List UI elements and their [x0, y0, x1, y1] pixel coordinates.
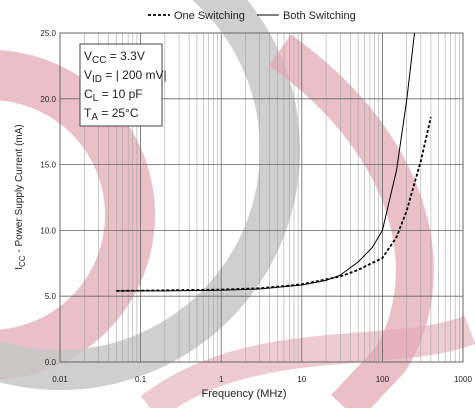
annotation-sub: A — [91, 112, 98, 123]
annotation-symbol: V — [84, 49, 92, 63]
y-axis-label: ICC - Power Supply Current (mA) — [14, 124, 27, 270]
annotation-text: = 25°C — [98, 106, 139, 120]
series-line — [116, 32, 415, 292]
legend-label: One Switching — [174, 10, 245, 22]
watermark-arc — [140, 315, 475, 408]
watermark-arc — [0, 0, 300, 390]
y-tick-label: 5.0 — [45, 292, 57, 301]
annotation-sub: ID — [92, 74, 102, 85]
watermark-arc — [0, 50, 155, 380]
annotation-symbol: T — [84, 106, 92, 120]
legend-label: Both Switching — [283, 10, 356, 22]
annotation-line: VID = | 200 mV| — [84, 68, 167, 85]
x-tick-label: 10 — [297, 375, 306, 384]
y-label-text: - Power Supply Current (mA) — [14, 124, 25, 255]
plot-frame — [59, 32, 464, 363]
x-tick-label: 1 — [219, 375, 224, 384]
x-axis-label: Frequency (MHz) — [202, 388, 287, 400]
annotation-sub: L — [93, 93, 99, 104]
x-tick-label: 1000 — [454, 375, 472, 384]
annotation-sub: CC — [92, 55, 106, 66]
annotation-text: = 10 pF — [98, 87, 142, 101]
y-tick-label: 0.0 — [45, 358, 57, 367]
y-tick-label: 25.0 — [40, 29, 56, 38]
annotation-symbol: V — [84, 68, 92, 82]
annotation-line: TA = 25°C — [84, 106, 139, 123]
x-tick-label: 0.01 — [52, 375, 68, 384]
y-tick-label: 15.0 — [40, 161, 56, 170]
annotation-line: CL = 10 pF — [84, 87, 143, 104]
annotation-text: = 3.3V — [106, 49, 144, 63]
series-line — [116, 116, 432, 292]
y-label-sub: CC — [18, 255, 27, 267]
annotation-text: = | 200 mV| — [102, 68, 167, 82]
y-label-symbol: I — [14, 267, 25, 270]
y-tick-label: 20.0 — [40, 95, 56, 104]
x-tick-label: 0.1 — [135, 375, 147, 384]
annotation-symbol: C — [84, 87, 93, 101]
x-tick-label: 100 — [376, 375, 390, 384]
annotation-box — [79, 43, 163, 127]
annotation-line: VCC = 3.3V — [84, 49, 145, 66]
y-tick-label: 10.0 — [40, 226, 56, 235]
